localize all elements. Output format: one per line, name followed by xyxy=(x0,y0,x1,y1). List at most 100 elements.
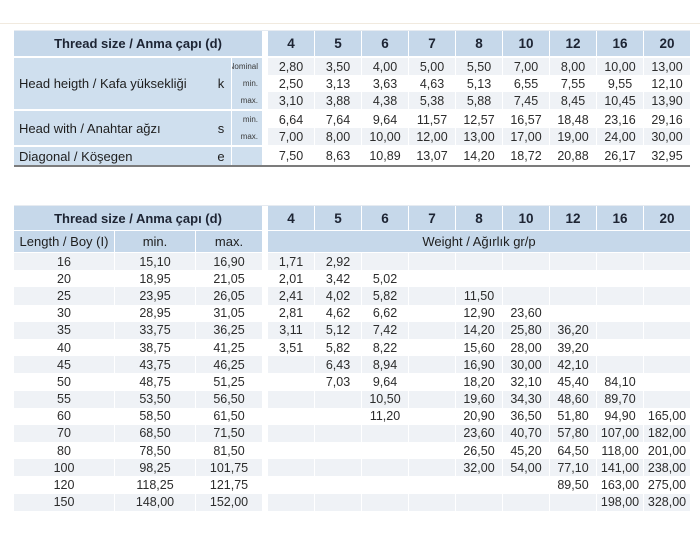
weight-cell xyxy=(409,459,455,477)
weight-cell xyxy=(550,287,596,305)
data-cell: 5,13 xyxy=(456,75,502,92)
weight-cell xyxy=(644,321,690,339)
weight-cell xyxy=(315,476,361,494)
length-cell: 60 xyxy=(14,407,114,425)
data-cell: 3,63 xyxy=(362,75,408,92)
weight-cell: 23,60 xyxy=(456,424,502,443)
min-cell: 15,10 xyxy=(115,253,195,271)
min-cell: 68,50 xyxy=(115,424,195,443)
bottom-table-title: Thread size / Anma çapı (d) xyxy=(14,206,262,230)
row-label: Diagonal / Köşegen xyxy=(19,148,133,164)
length-cell: 40 xyxy=(14,338,114,357)
weight-cell: 14,20 xyxy=(456,321,502,339)
weight-cell: 3,42 xyxy=(315,270,361,288)
weight-cell xyxy=(409,442,455,460)
weight-cell xyxy=(268,407,314,425)
data-cell: 11,57 xyxy=(409,111,455,128)
min-cell: 18,95 xyxy=(115,270,195,288)
data-cell: 8,63 xyxy=(315,147,361,165)
weight-cell: 30,00 xyxy=(503,356,549,374)
weight-cell xyxy=(315,407,361,425)
weight-cell xyxy=(362,442,408,460)
max-cell: 71,50 xyxy=(196,424,262,443)
weight-cell xyxy=(268,459,314,477)
weight-cell: 51,80 xyxy=(550,407,596,425)
weight-cell: 84,10 xyxy=(597,373,643,391)
weight-cell: 5,02 xyxy=(362,270,408,288)
weight-cell: 34,30 xyxy=(503,390,549,408)
weight-cell: 36,20 xyxy=(550,321,596,339)
data-cell: 7,00 xyxy=(268,128,314,145)
weight-cell xyxy=(315,390,361,408)
weight-cell: 3,51 xyxy=(268,338,314,357)
data-cell: 32,95 xyxy=(644,147,690,165)
weight-cell xyxy=(456,270,502,288)
data-cell: 26,17 xyxy=(597,147,643,165)
weight-cell xyxy=(597,304,643,322)
length-cell: 35 xyxy=(14,321,114,339)
weight-cell xyxy=(409,321,455,339)
weight-cell: 201,00 xyxy=(644,442,690,460)
weight-cell xyxy=(644,287,690,305)
weight-cell xyxy=(644,373,690,391)
data-cell: 13,07 xyxy=(409,147,455,165)
col-header-8: 8 xyxy=(456,206,502,230)
weight-cell xyxy=(644,304,690,322)
col-header-16: 16 xyxy=(597,206,643,230)
weight-cell xyxy=(409,287,455,305)
weight-cell: 8,94 xyxy=(362,356,408,374)
weight-cell xyxy=(597,338,643,357)
min-cell: 28,95 xyxy=(115,304,195,322)
data-cell: 13,00 xyxy=(456,128,502,145)
data-cell: 4,63 xyxy=(409,75,455,92)
max-cell: 46,25 xyxy=(196,356,262,374)
symbol-label: e xyxy=(217,148,225,164)
weight-cell: 32,00 xyxy=(456,459,502,477)
min-cell: 38,75 xyxy=(115,338,195,357)
weight-cell: 5,82 xyxy=(362,287,408,305)
col-header-12: 12 xyxy=(550,31,596,56)
weight-cell xyxy=(456,476,502,494)
weight-cell xyxy=(644,356,690,374)
data-cell: 7,45 xyxy=(503,92,549,109)
weight-cell: 198,00 xyxy=(597,493,643,511)
weight-cell xyxy=(456,493,502,511)
sub-row-label: min. xyxy=(232,111,262,128)
max-cell: 101,75 xyxy=(196,459,262,477)
weight-cell: 45,40 xyxy=(550,373,596,391)
col-header-8: 8 xyxy=(456,31,502,56)
weight-cell: 328,00 xyxy=(644,493,690,511)
max-header: max. xyxy=(196,231,262,252)
weight-cell xyxy=(597,321,643,339)
weight-cell xyxy=(550,304,596,322)
min-cell: 98,25 xyxy=(115,459,195,477)
weight-cell: 5,82 xyxy=(315,338,361,357)
weight-cell xyxy=(409,253,455,271)
weight-cell xyxy=(409,270,455,288)
weight-cell: 15,60 xyxy=(456,338,502,357)
weight-cell: 16,90 xyxy=(456,356,502,374)
weight-cell: 141,00 xyxy=(597,459,643,477)
max-cell: 31,05 xyxy=(196,304,262,322)
min-cell: 148,00 xyxy=(115,493,195,511)
weight-cell: 12,90 xyxy=(456,304,502,322)
data-cell: 23,16 xyxy=(597,111,643,128)
sub-row-label: max. xyxy=(232,92,262,109)
weight-cell xyxy=(315,459,361,477)
data-cell: 7,55 xyxy=(550,75,596,92)
length-cell: 80 xyxy=(14,442,114,460)
min-cell: 58,50 xyxy=(115,407,195,425)
max-cell: 41,25 xyxy=(196,338,262,357)
col-header-7: 7 xyxy=(409,31,455,56)
weight-cell: 32,10 xyxy=(503,373,549,391)
weight-cell xyxy=(644,253,690,271)
weight-cell: 36,50 xyxy=(503,407,549,425)
data-cell: 9,64 xyxy=(362,111,408,128)
data-cell: 3,13 xyxy=(315,75,361,92)
data-cell: 2,80 xyxy=(268,58,314,75)
data-cell: 19,00 xyxy=(550,128,596,145)
length-header: Length / Boy (I) xyxy=(14,231,114,252)
max-cell: 51,25 xyxy=(196,373,262,391)
weight-cell: 2,41 xyxy=(268,287,314,305)
sub-row-label: min. xyxy=(232,75,262,92)
